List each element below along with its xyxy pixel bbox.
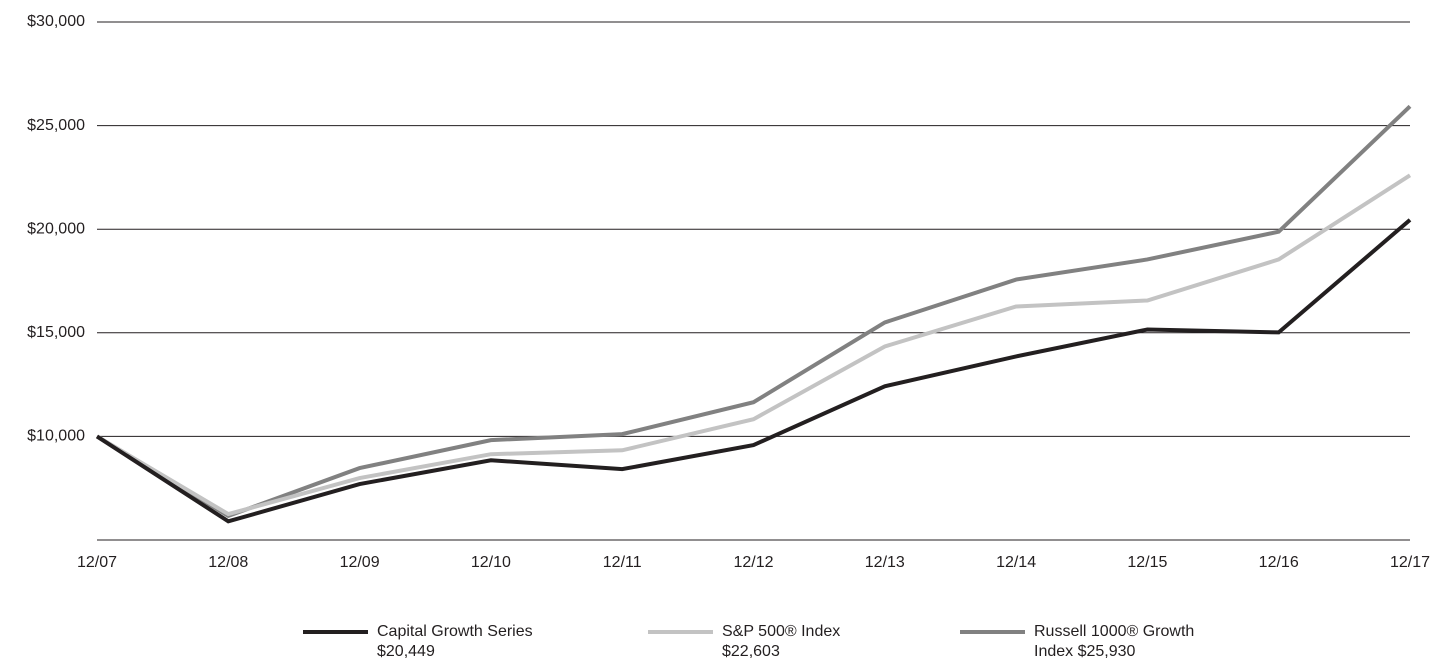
x-tick-label: 12/14 bbox=[996, 554, 1036, 571]
y-tick-label: $30,000 bbox=[27, 13, 85, 30]
y-tick-label: $20,000 bbox=[27, 220, 85, 237]
x-tick-label: 12/09 bbox=[340, 554, 380, 571]
x-tick-label: 12/07 bbox=[77, 554, 117, 571]
x-tick-label: 12/13 bbox=[865, 554, 905, 571]
series-line bbox=[95, 173, 1412, 517]
x-tick-label: 12/10 bbox=[471, 554, 511, 571]
x-tick-label: 12/17 bbox=[1390, 554, 1430, 571]
x-tick-label: 12/15 bbox=[1127, 554, 1167, 571]
legend-label: Russell 1000® Growth Index $25,930 bbox=[1034, 623, 1195, 660]
y-tick-label: $10,000 bbox=[27, 428, 85, 445]
y-tick-label: $15,000 bbox=[27, 324, 85, 341]
y-tick-label: $25,000 bbox=[27, 117, 85, 134]
x-tick-label: 12/08 bbox=[208, 554, 248, 571]
legend-label: S&P 500® Index $22,603 bbox=[722, 623, 841, 660]
series-line bbox=[95, 104, 1412, 519]
x-tick-label: 12/16 bbox=[1259, 554, 1299, 571]
series-line bbox=[95, 218, 1412, 524]
x-tick-label: 12/12 bbox=[733, 554, 773, 571]
x-tick-label: 12/11 bbox=[603, 554, 642, 571]
legend-label: Capital Growth Series $20,449 bbox=[377, 623, 533, 660]
